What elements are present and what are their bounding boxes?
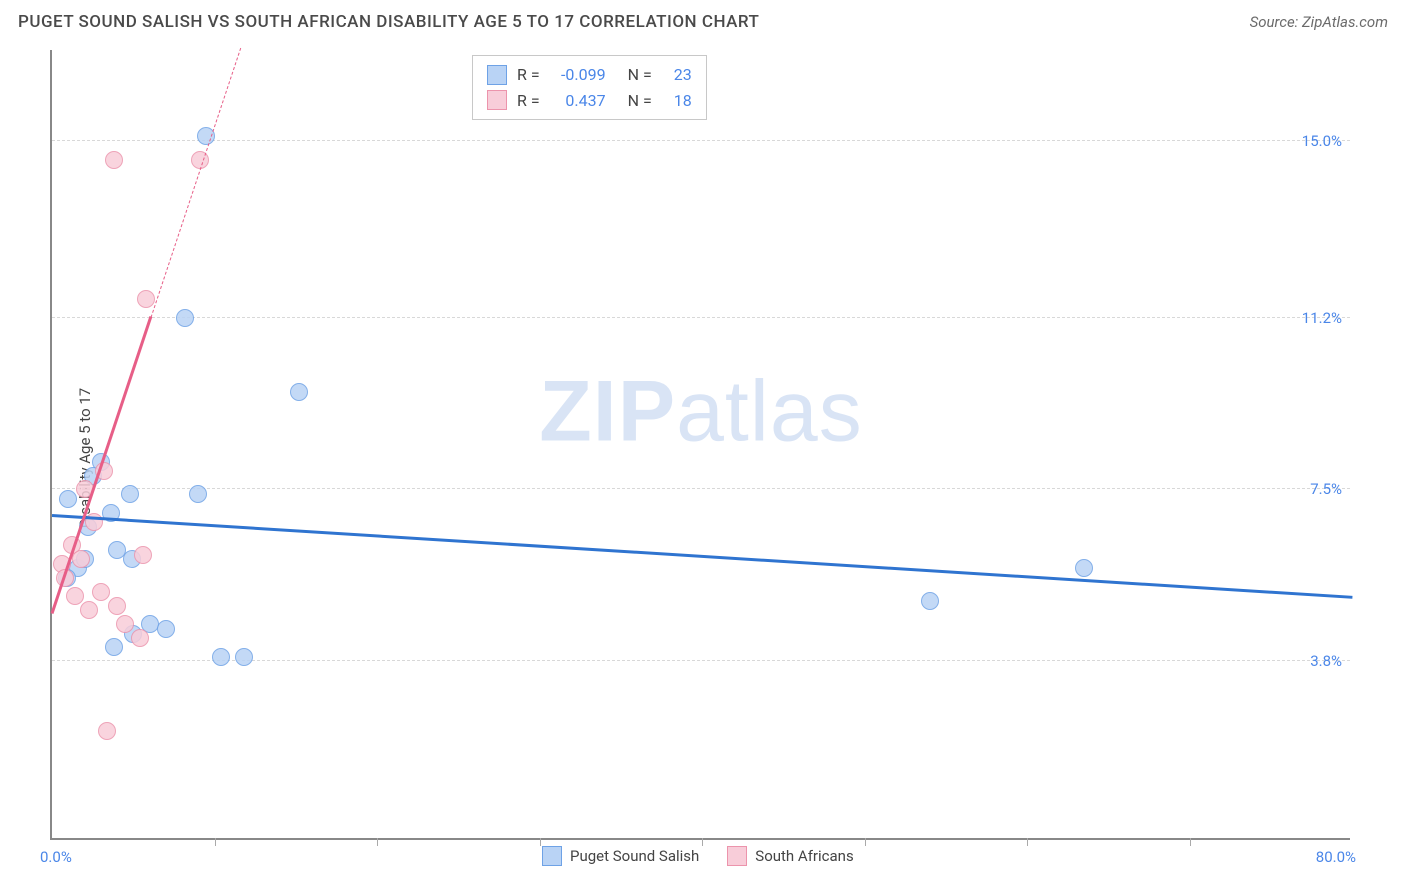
r-value: -0.099 (550, 62, 606, 88)
gridline (52, 140, 1350, 141)
data-point (105, 151, 123, 169)
y-tick-label: 11.2% (1302, 309, 1342, 327)
data-point (176, 309, 194, 327)
data-point (105, 638, 123, 656)
y-tick-label: 7.5% (1310, 480, 1342, 498)
series-legend-label: South Africans (755, 847, 853, 865)
legend-swatch (727, 846, 747, 866)
x-min-label: 0.0% (40, 848, 72, 866)
plot-area: ZIPatlas R =-0.099N =23R =0.437N =18 Pug… (50, 50, 1350, 840)
data-point (80, 601, 98, 619)
data-point (235, 648, 253, 666)
gridline (52, 317, 1350, 318)
chart-title: PUGET SOUND SALISH VS SOUTH AFRICAN DISA… (18, 12, 759, 32)
data-point (72, 550, 90, 568)
data-point (1075, 559, 1093, 577)
data-point (290, 383, 308, 401)
watermark: ZIPatlas (539, 363, 862, 462)
correlation-legend-row: R = 0.437 N = 18 (487, 88, 692, 114)
r-value: 0.437 (550, 88, 606, 114)
legend-swatch (487, 90, 507, 110)
series-legend-item: Puget Sound Salish (542, 846, 699, 866)
trend-line (151, 47, 242, 317)
x-tick (1027, 838, 1028, 846)
source-label: Source: ZipAtlas.com (1250, 13, 1388, 31)
n-label: N = (628, 62, 652, 88)
data-point (59, 490, 77, 508)
data-point (131, 629, 149, 647)
gridline (52, 488, 1350, 489)
series-legend: Puget Sound Salish South Africans (542, 846, 854, 866)
series-legend-item: South Africans (727, 846, 853, 866)
r-label: R = (517, 62, 540, 88)
correlation-legend-row: R = -0.099 N = 23 (487, 62, 692, 88)
correlation-legend: R = -0.099 N = 23 R = 0.437 N = 18 (472, 55, 707, 120)
data-point (116, 615, 134, 633)
legend-swatch (487, 65, 507, 85)
data-point (137, 290, 155, 308)
data-point (921, 592, 939, 610)
x-tick (702, 838, 703, 846)
chart-container: Disability Age 5 to 17 ZIPatlas R =-0.09… (20, 50, 1390, 865)
data-point (134, 546, 152, 564)
watermark-bold: ZIP (539, 364, 676, 460)
n-label: N = (628, 88, 652, 114)
data-point (121, 485, 139, 503)
trend-line (51, 316, 153, 614)
x-tick (540, 838, 541, 846)
data-point (98, 722, 116, 740)
data-point (212, 648, 230, 666)
data-point (189, 485, 207, 503)
series-legend-label: Puget Sound Salish (570, 847, 699, 865)
r-label: R = (517, 88, 540, 114)
x-tick (377, 838, 378, 846)
trend-line (52, 514, 1352, 599)
x-tick (1190, 838, 1191, 846)
data-point (66, 587, 84, 605)
data-point (92, 583, 110, 601)
data-point (108, 597, 126, 615)
n-value: 18 (662, 88, 692, 114)
data-point (157, 620, 175, 638)
x-max-label: 80.0% (1316, 848, 1356, 866)
y-tick-label: 15.0% (1302, 132, 1342, 150)
n-value: 23 (662, 62, 692, 88)
y-tick-label: 3.8% (1310, 652, 1342, 670)
x-tick (865, 838, 866, 846)
header-row: PUGET SOUND SALISH VS SOUTH AFRICAN DISA… (0, 0, 1406, 40)
legend-swatch (542, 846, 562, 866)
x-tick (215, 838, 216, 846)
watermark-rest: atlas (676, 364, 863, 460)
